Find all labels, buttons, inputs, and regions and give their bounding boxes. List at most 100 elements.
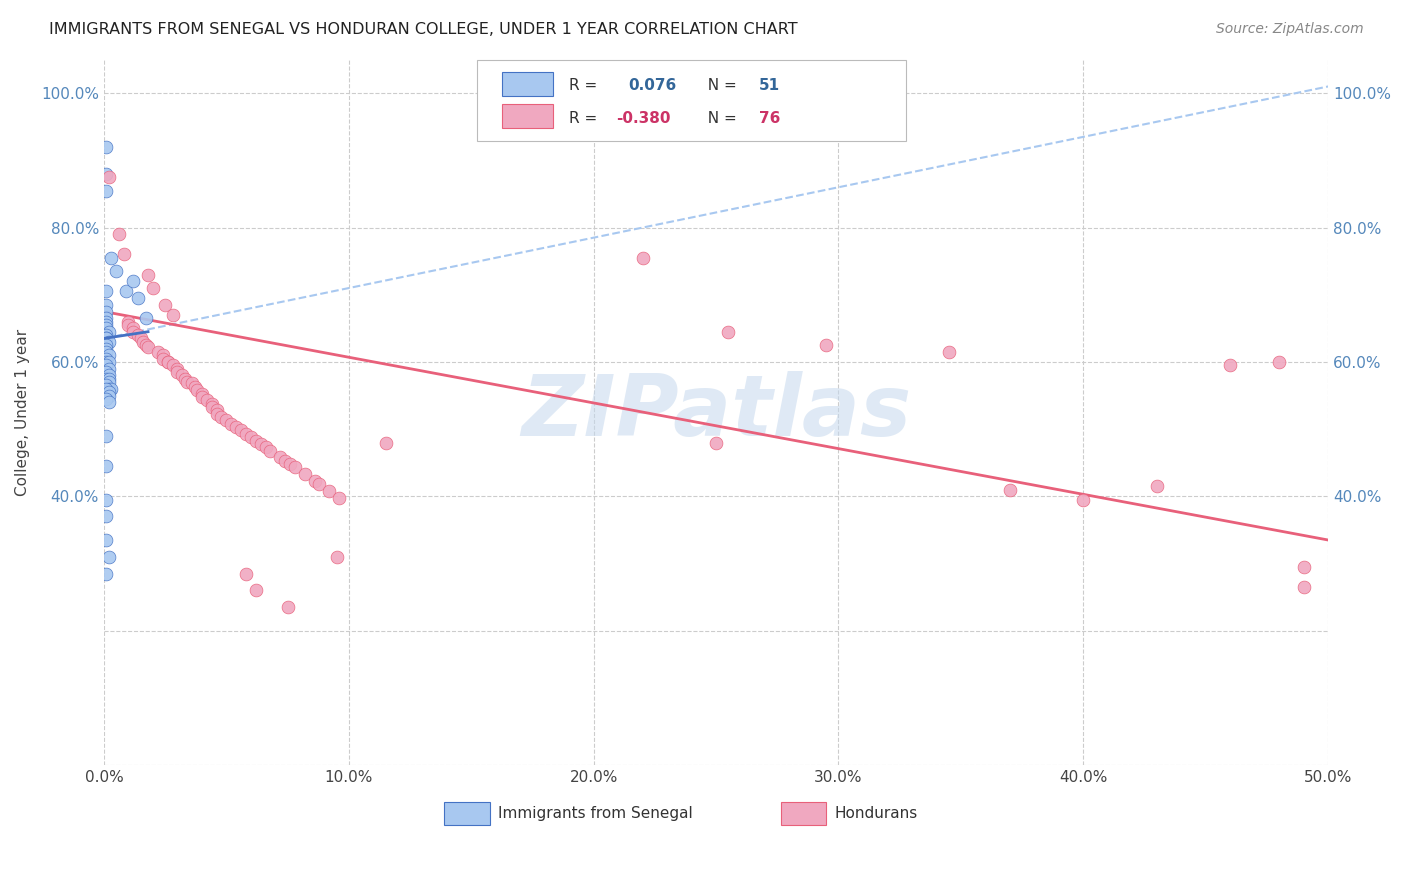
Point bbox=[96, 392, 118, 406]
Text: Immigrants from Senegal: Immigrants from Senegal bbox=[498, 805, 693, 821]
Point bbox=[96, 566, 118, 581]
Point bbox=[96, 344, 118, 359]
Point bbox=[205, 407, 228, 421]
Point bbox=[100, 251, 122, 265]
Point bbox=[96, 459, 118, 474]
Point bbox=[129, 331, 152, 345]
Point bbox=[117, 315, 139, 329]
Point bbox=[127, 291, 149, 305]
Text: R =: R = bbox=[569, 111, 602, 126]
FancyBboxPatch shape bbox=[478, 60, 905, 141]
Point bbox=[97, 325, 120, 339]
Point bbox=[96, 533, 118, 547]
Point bbox=[136, 268, 159, 282]
Point bbox=[96, 311, 118, 326]
Point bbox=[938, 344, 960, 359]
Point bbox=[135, 311, 157, 326]
Point bbox=[815, 338, 838, 352]
Point bbox=[284, 460, 307, 475]
Point bbox=[717, 325, 740, 339]
Point bbox=[122, 325, 145, 339]
Point bbox=[308, 477, 330, 491]
Point bbox=[229, 424, 252, 438]
Point bbox=[156, 355, 179, 369]
Point bbox=[96, 509, 118, 524]
Point bbox=[96, 492, 118, 507]
Text: Source: ZipAtlas.com: Source: ZipAtlas.com bbox=[1216, 22, 1364, 37]
Point bbox=[1292, 560, 1315, 574]
Point bbox=[162, 359, 184, 373]
Point bbox=[96, 298, 118, 312]
Point bbox=[704, 435, 727, 450]
Y-axis label: College, Under 1 year: College, Under 1 year bbox=[15, 329, 30, 496]
Point bbox=[96, 184, 118, 198]
Point bbox=[96, 359, 118, 373]
Point bbox=[117, 318, 139, 332]
Point bbox=[115, 285, 138, 299]
Point bbox=[97, 385, 120, 400]
Point bbox=[162, 308, 184, 322]
Text: 0.076: 0.076 bbox=[628, 78, 676, 93]
Point bbox=[96, 331, 118, 345]
Point bbox=[166, 365, 188, 379]
Point bbox=[135, 338, 157, 352]
Point bbox=[96, 318, 118, 332]
Point bbox=[176, 375, 198, 389]
Point bbox=[259, 443, 281, 458]
Point bbox=[166, 361, 188, 376]
Point bbox=[127, 328, 149, 343]
Point bbox=[97, 382, 120, 396]
Point bbox=[97, 388, 120, 402]
Point bbox=[97, 368, 120, 383]
Point bbox=[274, 454, 297, 468]
Point bbox=[105, 264, 128, 278]
Point bbox=[152, 348, 174, 362]
Point bbox=[97, 170, 120, 185]
Point bbox=[96, 338, 118, 352]
Point bbox=[96, 372, 118, 386]
Point bbox=[1146, 479, 1168, 493]
Point bbox=[96, 429, 118, 443]
Point bbox=[249, 437, 271, 451]
Point bbox=[96, 342, 118, 356]
Point bbox=[201, 400, 224, 414]
Text: Hondurans: Hondurans bbox=[835, 805, 918, 821]
Point bbox=[96, 328, 118, 343]
Point bbox=[235, 426, 257, 441]
Point bbox=[277, 600, 299, 615]
Point bbox=[183, 380, 205, 394]
Point bbox=[1268, 355, 1291, 369]
Text: -0.380: -0.380 bbox=[616, 111, 671, 126]
Text: N =: N = bbox=[697, 111, 741, 126]
Point bbox=[225, 420, 247, 434]
Point bbox=[191, 386, 214, 401]
Point bbox=[97, 334, 120, 349]
Point bbox=[191, 390, 214, 404]
Point bbox=[96, 321, 118, 335]
Point bbox=[998, 483, 1021, 497]
Point bbox=[235, 566, 257, 581]
Point bbox=[97, 348, 120, 362]
Point bbox=[215, 413, 238, 427]
Point bbox=[96, 365, 118, 379]
Point bbox=[97, 372, 120, 386]
Text: 76: 76 bbox=[759, 111, 780, 126]
Point bbox=[325, 549, 347, 564]
FancyBboxPatch shape bbox=[502, 72, 553, 96]
Point bbox=[186, 383, 208, 397]
Point bbox=[172, 368, 194, 383]
FancyBboxPatch shape bbox=[502, 104, 553, 128]
Point bbox=[328, 491, 350, 505]
Point bbox=[1292, 580, 1315, 594]
Point bbox=[96, 140, 118, 154]
Point bbox=[97, 395, 120, 409]
Point bbox=[96, 382, 118, 396]
Point bbox=[132, 334, 155, 349]
Point bbox=[304, 474, 326, 488]
Point bbox=[374, 435, 396, 450]
Point bbox=[100, 382, 122, 396]
Point bbox=[181, 376, 204, 391]
Text: IMMIGRANTS FROM SENEGAL VS HONDURAN COLLEGE, UNDER 1 YEAR CORRELATION CHART: IMMIGRANTS FROM SENEGAL VS HONDURAN COLL… bbox=[49, 22, 797, 37]
Point bbox=[1219, 359, 1241, 373]
Point bbox=[201, 396, 224, 410]
